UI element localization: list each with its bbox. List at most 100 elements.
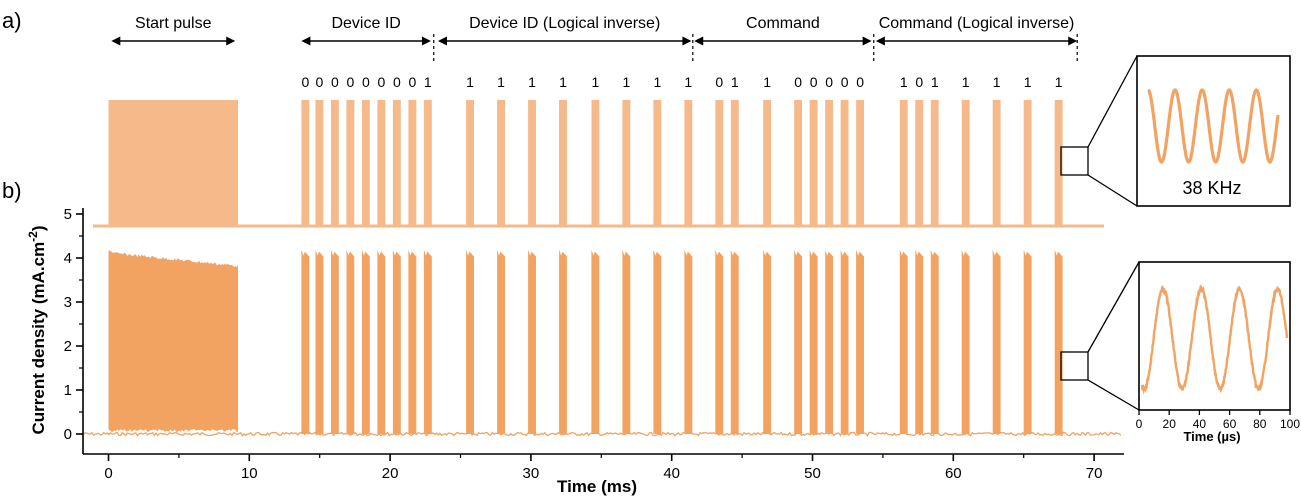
bit-label: 0 xyxy=(825,74,833,90)
panel-b-current-pulse xyxy=(715,249,724,434)
panel-b-current-pulse xyxy=(377,249,386,434)
bit-label: 1 xyxy=(1024,74,1032,90)
panel-a-pulse xyxy=(528,100,536,226)
panel-a-pulse xyxy=(377,100,386,226)
panel-a-pulse xyxy=(408,100,417,226)
panel-a-pulse xyxy=(301,100,310,226)
inset-x-axis-label: Time (µs) xyxy=(1183,429,1240,444)
bit-label: 0 xyxy=(346,74,354,90)
x-tick-label: 60 xyxy=(945,465,962,482)
panel-b-current-pulse xyxy=(1023,249,1032,434)
y-tick-label: 2 xyxy=(64,338,72,355)
bit-label: 1 xyxy=(466,74,474,90)
x-tick-label: 30 xyxy=(523,465,540,482)
panel-a-pulse xyxy=(466,100,475,226)
panel-b-current-pulse xyxy=(591,249,600,434)
panel-b-label: b) xyxy=(2,178,22,203)
panel-b-current-pulse xyxy=(528,249,536,434)
bit-label: 1 xyxy=(684,74,692,90)
y-tick-label: 3 xyxy=(64,294,72,311)
panel-b-current-pulse xyxy=(930,249,939,434)
x-tick-label: 10 xyxy=(241,465,258,482)
bit-label: 0 xyxy=(915,74,923,90)
inset-b-frame xyxy=(1138,261,1291,411)
panel-b-current-pulse xyxy=(794,249,803,434)
segment-arrowhead-right xyxy=(862,36,872,46)
panel-b-baseline-noise xyxy=(81,431,1122,437)
bit-label: 0 xyxy=(331,74,339,90)
panel-b-start-pulse-burst xyxy=(108,250,238,432)
panel-a-pulse xyxy=(684,100,693,226)
inset-b-connector-bottom xyxy=(1087,379,1140,411)
bit-label: 1 xyxy=(731,74,739,90)
segment-label: Command (Logical inverse) xyxy=(879,15,1075,32)
bit-label: 1 xyxy=(962,74,970,90)
bit-label: 0 xyxy=(856,74,864,90)
panel-b-current-pulse xyxy=(653,249,662,434)
panel-b-current-pulse xyxy=(559,249,567,434)
bit-label: 1 xyxy=(653,74,661,90)
segment-label: Device ID (Logical inverse) xyxy=(469,15,660,32)
panel-b-current-pulse xyxy=(856,249,864,434)
panel-a-pulse xyxy=(794,100,803,226)
bit-label: 1 xyxy=(559,74,567,90)
bit-label: 0 xyxy=(794,74,802,90)
panel-a-pulse xyxy=(899,100,908,226)
bit-label: 1 xyxy=(622,74,630,90)
panel-a-pulse xyxy=(346,100,355,226)
panel-a-pulse xyxy=(361,100,370,226)
panel-b-current-pulse xyxy=(331,249,339,434)
y-tick-label: 4 xyxy=(64,250,72,267)
segment-label: Device ID xyxy=(331,15,400,32)
panel-b-current-pulse xyxy=(622,249,631,434)
panel-b-current-pulse xyxy=(466,249,474,434)
inset-x-tick-label: 80 xyxy=(1253,417,1267,431)
segment-arrowhead-left xyxy=(301,36,311,46)
panel-b-current-pulse xyxy=(1054,249,1063,434)
bit-label: 1 xyxy=(424,74,432,90)
inset-b-connector-top xyxy=(1087,261,1140,353)
y-axis-label: Current density (mA.cm-2) xyxy=(26,225,48,434)
panel-b-axes: 0 10 20 30 40 50 60 70 0 1 2 3 4 5 xyxy=(64,206,1124,482)
segment-arrowhead-left xyxy=(437,36,447,46)
bit-label: 0 xyxy=(393,74,401,90)
inset-x-tick-label: 40 xyxy=(1193,417,1207,431)
inset-x-tick-label: 100 xyxy=(1280,417,1300,431)
bit-label: 0 xyxy=(715,74,723,90)
panel-a-pulse xyxy=(715,100,724,226)
bit-label: 0 xyxy=(841,74,849,90)
panel-b-current-pulse xyxy=(730,249,739,434)
panel-a-pulse xyxy=(423,100,432,226)
panel-b-current-pulse xyxy=(315,249,324,434)
inset-x-tick-label: 60 xyxy=(1223,417,1237,431)
panel-a-pulse xyxy=(392,100,401,226)
panel-b-current-pulse xyxy=(915,249,924,434)
panel-b-current-pulse xyxy=(361,249,370,434)
panel-a-start-pulse xyxy=(108,100,239,226)
panel-b-current-pulse xyxy=(497,249,505,434)
zoom-insets: 0 20 40 60 80 100 xyxy=(1060,55,1300,431)
segment-arrowhead-left xyxy=(875,36,885,46)
panel-a-pulse xyxy=(961,100,970,226)
panel-b-current-pulse xyxy=(301,249,310,434)
bit-label: 0 xyxy=(377,74,385,90)
segment-arrowhead-right xyxy=(226,36,236,46)
panel-b-current-pulse xyxy=(961,249,970,434)
panel-a-pulse xyxy=(856,100,865,226)
panel-b-current-trace xyxy=(81,249,1122,437)
panel-a-pulse xyxy=(622,100,631,226)
panel-a-pulse xyxy=(330,100,339,226)
x-axis-label: Time (ms) xyxy=(557,477,637,496)
panel-a-pulse xyxy=(840,100,849,226)
panel-a-pulse xyxy=(915,100,924,226)
x-tick-label: 70 xyxy=(1086,465,1103,482)
x-tick-label: 50 xyxy=(804,465,821,482)
segment-arrowhead-right xyxy=(682,36,692,46)
panel-a-pulse xyxy=(825,100,834,226)
panel-b-current-pulse xyxy=(825,249,834,434)
bit-label: 1 xyxy=(497,74,505,90)
bit-label: 0 xyxy=(301,74,309,90)
x-tick-label: 20 xyxy=(382,465,399,482)
inset-a-connector-bottom xyxy=(1087,174,1138,207)
